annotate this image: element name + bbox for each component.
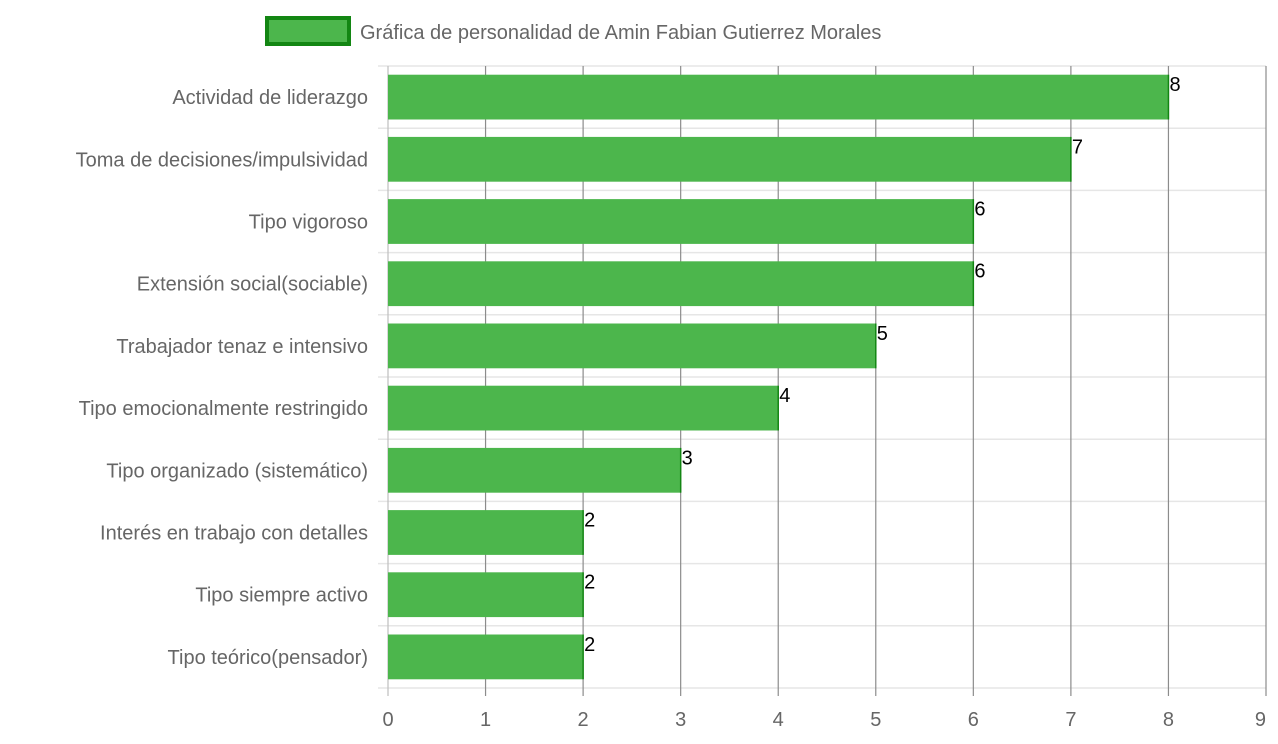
data-labels: 8 7 6 6 5 4 3 2 2 2 bbox=[584, 74, 1180, 656]
category-label: Tipo vigoroso bbox=[249, 212, 368, 234]
data-label: 5 bbox=[877, 323, 888, 345]
chart-legend[interactable]: Gráfica de personalidad de Amin Fabian G… bbox=[265, 16, 881, 46]
x-tick-label: 1 bbox=[480, 709, 491, 731]
legend-label: Gráfica de personalidad de Amin Fabian G… bbox=[360, 22, 881, 44]
bar[interactable] bbox=[388, 572, 584, 618]
category-label: Tipo organizado (sistemático) bbox=[106, 460, 368, 482]
data-label: 7 bbox=[1072, 136, 1083, 158]
category-label: Extensión social(sociable) bbox=[137, 274, 368, 296]
bar[interactable] bbox=[388, 447, 681, 493]
data-label: 2 bbox=[584, 510, 595, 532]
bar[interactable] bbox=[388, 261, 974, 307]
data-label: 6 bbox=[974, 199, 985, 221]
data-label: 6 bbox=[974, 261, 985, 283]
category-label: Actividad de liderazgo bbox=[172, 87, 368, 109]
x-tick-label: 5 bbox=[870, 709, 881, 731]
category-label: Interés en trabajo con detalles bbox=[100, 523, 368, 545]
category-label: Tipo siempre activo bbox=[195, 585, 368, 607]
x-tick-label: 6 bbox=[968, 709, 979, 731]
x-tick-label: 4 bbox=[773, 709, 784, 731]
x-tick-label: 7 bbox=[1065, 709, 1076, 731]
legend-swatch bbox=[265, 16, 351, 46]
bar[interactable] bbox=[388, 136, 1071, 182]
x-tick-label: 2 bbox=[578, 709, 589, 731]
category-label: Tipo emocionalmente restringido bbox=[79, 398, 368, 420]
data-label: 8 bbox=[1169, 74, 1180, 96]
x-tick-label: 3 bbox=[675, 709, 686, 731]
category-label: Toma de decisiones/impulsividad bbox=[76, 149, 368, 171]
category-label: Tipo teórico(pensador) bbox=[168, 647, 368, 669]
data-label: 4 bbox=[779, 385, 790, 407]
bars-group bbox=[388, 74, 1170, 680]
bar[interactable] bbox=[388, 634, 584, 680]
bar[interactable] bbox=[388, 385, 779, 431]
bar[interactable] bbox=[388, 199, 974, 244]
data-label: 2 bbox=[584, 634, 595, 656]
bar[interactable] bbox=[388, 74, 1169, 120]
x-axis-tick-labels: 0 1 2 3 4 5 6 7 8 9 bbox=[382, 709, 1266, 731]
data-label: 3 bbox=[682, 447, 693, 469]
category-label: Trabajador tenaz e intensivo bbox=[116, 336, 368, 358]
x-tick-label: 9 bbox=[1255, 709, 1266, 731]
data-label: 2 bbox=[584, 572, 595, 594]
bar[interactable] bbox=[388, 323, 876, 369]
bar[interactable] bbox=[388, 510, 584, 555]
x-tick-label: 8 bbox=[1163, 709, 1174, 731]
category-labels: Actividad de liderazgo Toma de decisiones… bbox=[76, 87, 368, 669]
x-tick-label: 0 bbox=[382, 709, 393, 731]
